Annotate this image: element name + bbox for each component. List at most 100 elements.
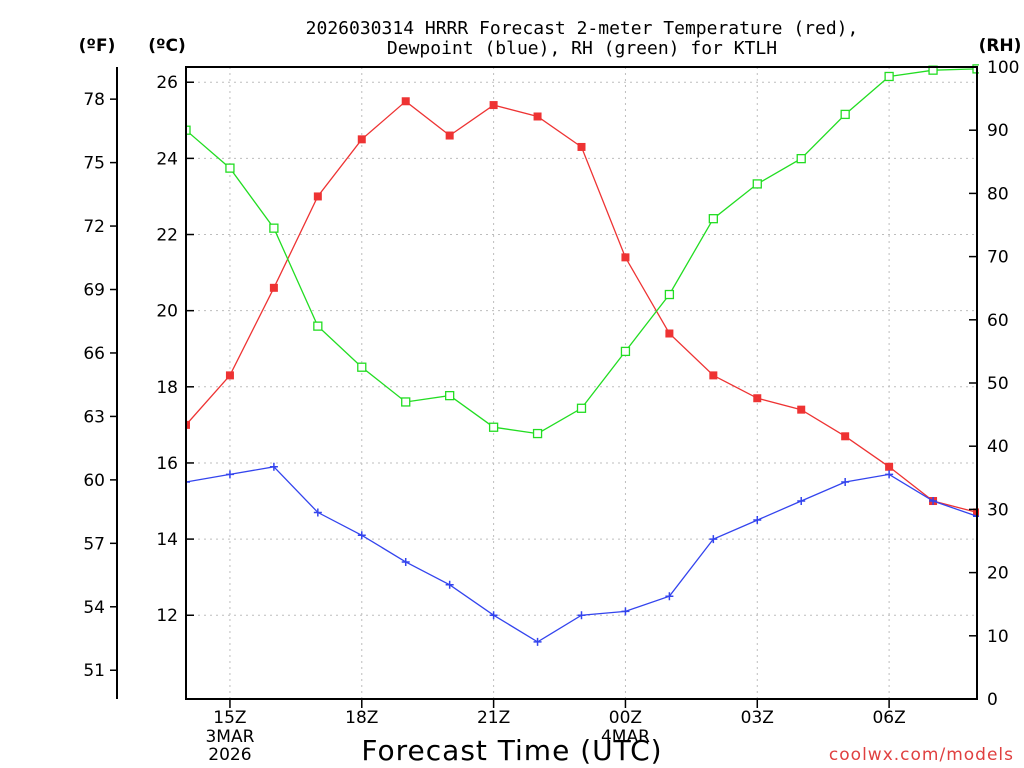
temperature-point-4 bbox=[357, 135, 366, 144]
rh-tick-label-40: 40 bbox=[987, 437, 1009, 457]
fahrenheit-tick-label-57: 57 bbox=[83, 534, 105, 554]
celsius-tick-label-12: 12 bbox=[156, 606, 178, 626]
temperature-point-12 bbox=[709, 371, 718, 380]
temperature-point-1 bbox=[225, 371, 234, 380]
dewpoint-point-9 bbox=[577, 611, 586, 620]
rh-point-9 bbox=[576, 403, 587, 413]
rh-point-13 bbox=[752, 179, 762, 189]
x-tick-label-15Z: 15Z bbox=[213, 708, 246, 728]
rh-point-6 bbox=[445, 390, 455, 401]
dewpoint-point-17 bbox=[929, 497, 938, 506]
temperature-point-9 bbox=[577, 142, 586, 151]
temperature-point-0 bbox=[186, 420, 190, 429]
fahrenheit-tick-label-78: 78 bbox=[83, 90, 105, 110]
chart-title-line-1: 2026030314 HRRR Forecast 2-meter Tempera… bbox=[306, 18, 859, 39]
dewpoint-point-1 bbox=[225, 470, 234, 479]
dewpoint-point-10 bbox=[621, 607, 630, 616]
x-tick-sublabel-2026: 2026 bbox=[208, 745, 251, 765]
temperature-point-6 bbox=[445, 131, 454, 140]
x-tick-sublabel-4mar: 4MAR bbox=[601, 727, 650, 747]
fahrenheit-tick-label-63: 63 bbox=[83, 407, 105, 427]
dewpoint-point-11 bbox=[665, 592, 674, 601]
series-rh bbox=[186, 64, 979, 439]
dewpoint-point-14 bbox=[797, 497, 806, 506]
fahrenheit-tick-label-60: 60 bbox=[83, 471, 105, 491]
rh-point-12 bbox=[708, 214, 718, 224]
dewpoint-point-5 bbox=[401, 557, 410, 566]
temperature-point-5 bbox=[401, 97, 410, 106]
axes bbox=[110, 66, 978, 708]
celsius-unit-label: (ºC) bbox=[148, 36, 186, 56]
rh-tick-label-10: 10 bbox=[987, 627, 1009, 647]
dewpoint-point-2 bbox=[269, 462, 278, 471]
x-tick-label-18Z: 18Z bbox=[345, 708, 378, 728]
rh-tick-label-20: 20 bbox=[987, 564, 1009, 584]
temperature-point-3 bbox=[313, 192, 322, 201]
fahrenheit-tick-label-51: 51 bbox=[83, 661, 105, 681]
x-tick-label-00Z: 00Z bbox=[609, 708, 642, 728]
fahrenheit-tick-label-72: 72 bbox=[83, 217, 105, 237]
temperature-point-2 bbox=[269, 283, 278, 292]
temperature-point-15 bbox=[841, 432, 850, 441]
celsius-tick-label-16: 16 bbox=[156, 454, 178, 474]
dewpoint-point-0 bbox=[186, 477, 190, 486]
dewpoint-point-8 bbox=[533, 637, 542, 646]
celsius-tick-label-18: 18 bbox=[156, 378, 178, 398]
rh-point-14 bbox=[796, 153, 806, 164]
rh-point-15 bbox=[840, 109, 850, 120]
temperature-point-16 bbox=[885, 462, 894, 471]
dewpoint-point-3 bbox=[313, 508, 322, 517]
series-dewpoint bbox=[186, 462, 979, 646]
celsius-tick-label-14: 14 bbox=[156, 530, 178, 550]
rh-point-2 bbox=[269, 223, 279, 233]
data-series bbox=[186, 64, 979, 646]
celsius-tick-label-22: 22 bbox=[156, 226, 178, 246]
rh-point-10 bbox=[620, 346, 631, 357]
temperature-point-11 bbox=[665, 329, 674, 338]
temperature-point-10 bbox=[621, 253, 630, 262]
rh-point-4 bbox=[357, 362, 367, 372]
fahrenheit-tick-label-69: 69 bbox=[83, 281, 105, 301]
dewpoint-point-16 bbox=[885, 470, 894, 479]
rh-line bbox=[186, 68, 978, 435]
temperature-point-7 bbox=[489, 101, 498, 110]
celsius-tick-label-24: 24 bbox=[156, 149, 178, 169]
series-temperature bbox=[186, 97, 979, 517]
rh-tick-label-70: 70 bbox=[987, 248, 1009, 268]
x-tick-sublabel-3mar: 3MAR bbox=[205, 727, 254, 747]
rh-unit-label: (RH) bbox=[979, 36, 1022, 56]
x-tick-label-21Z: 21Z bbox=[477, 708, 510, 728]
rh-tick-label-80: 80 bbox=[987, 184, 1009, 204]
celsius-tick-label-26: 26 bbox=[156, 73, 178, 93]
temperature-line bbox=[186, 100, 978, 514]
plot-frame bbox=[185, 66, 978, 700]
rh-tick-label-100: 100 bbox=[987, 58, 1019, 78]
x-tick-label-06Z: 06Z bbox=[872, 708, 905, 728]
fahrenheit-tick-label-54: 54 bbox=[83, 598, 105, 618]
dewpoint-point-6 bbox=[445, 580, 454, 589]
credit-link[interactable]: coolwx.com/models bbox=[829, 745, 1014, 765]
fahrenheit-tick-label-75: 75 bbox=[83, 154, 105, 174]
dewpoint-point-4 bbox=[357, 531, 366, 540]
dewpoint-point-13 bbox=[753, 516, 762, 525]
rh-point-3 bbox=[313, 321, 323, 331]
temperature-point-14 bbox=[797, 405, 806, 414]
fahrenheit-unit-label: (ºF) bbox=[79, 36, 116, 56]
rh-point-5 bbox=[401, 397, 411, 407]
temperature-point-8 bbox=[533, 112, 542, 121]
rh-tick-label-0: 0 bbox=[987, 690, 998, 710]
rh-tick-label-30: 30 bbox=[987, 500, 1009, 520]
gridlines bbox=[186, 67, 977, 699]
celsius-tick-label-20: 20 bbox=[156, 302, 178, 322]
rh-tick-label-50: 50 bbox=[987, 374, 1009, 394]
fahrenheit-tick-label-66: 66 bbox=[83, 344, 105, 364]
rh-point-1 bbox=[225, 163, 235, 173]
rh-point-8 bbox=[532, 428, 543, 439]
rh-point-11 bbox=[664, 289, 675, 300]
rh-point-16 bbox=[884, 71, 894, 82]
rh-point-0 bbox=[186, 125, 191, 135]
x-tick-label-03Z: 03Z bbox=[741, 708, 774, 728]
rh-tick-label-90: 90 bbox=[987, 121, 1009, 141]
